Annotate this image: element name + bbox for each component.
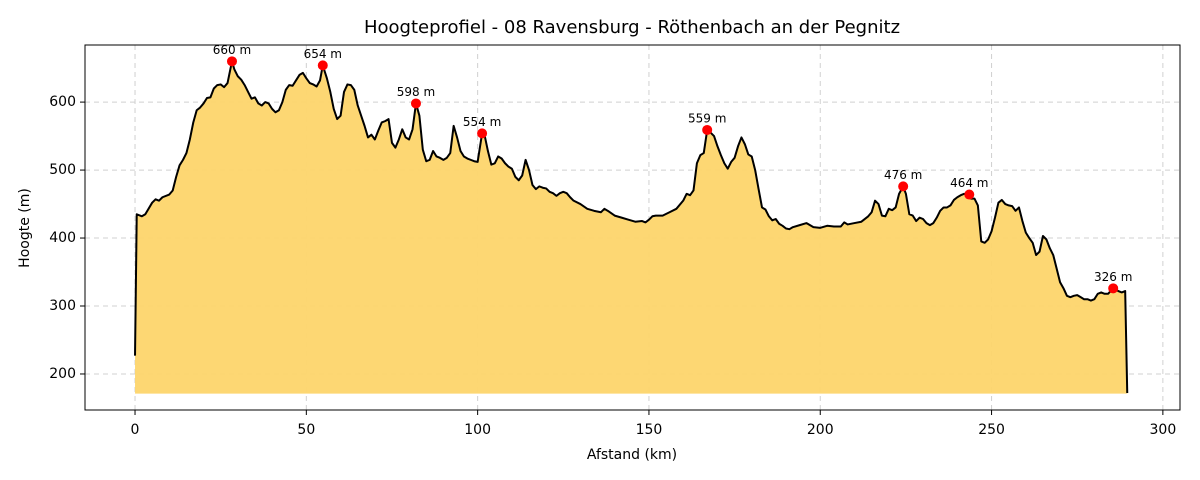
- peak-label: 464 m: [950, 176, 988, 190]
- profile-line: [134, 60, 1129, 394]
- x-tick-label: 300: [1150, 422, 1177, 438]
- y-tick-label: 600: [49, 94, 76, 110]
- peak-label: 654 m: [304, 47, 342, 61]
- peak-label: 598 m: [397, 85, 435, 99]
- peak-marker: [317, 60, 328, 71]
- peak-label: 559 m: [688, 111, 726, 125]
- y-tick-label: 500: [49, 162, 76, 178]
- peak-marker: [964, 189, 975, 200]
- peak-label: 660 m: [213, 43, 251, 57]
- y-tick-label: 300: [49, 298, 76, 314]
- y-tick-label: 200: [49, 366, 76, 382]
- y-tick-label: 400: [49, 230, 76, 246]
- x-tick-label: 100: [464, 422, 491, 438]
- peak-marker: [898, 181, 909, 192]
- peak-label: 554 m: [463, 115, 501, 129]
- x-tick-label: 50: [297, 422, 315, 438]
- peak-marker: [226, 56, 237, 67]
- x-tick-label: 150: [636, 422, 663, 438]
- peak-marker: [702, 124, 713, 135]
- peak-marker: [1108, 283, 1119, 294]
- x-axis-label: Afstand (km): [587, 447, 677, 463]
- x-tick-label: 200: [807, 422, 834, 438]
- chart-title: Hoogteprofiel - 08 Ravensburg - Röthenba…: [364, 17, 900, 38]
- x-tick-label: 250: [978, 422, 1005, 438]
- peak-marker: [477, 128, 488, 139]
- plot-frame: [84, 44, 1181, 411]
- x-tick-label: 0: [131, 422, 140, 438]
- peak-marker: [410, 98, 421, 109]
- peak-label: 476 m: [884, 168, 922, 182]
- peak-label: 326 m: [1094, 270, 1132, 284]
- area-fill: [135, 61, 1128, 394]
- y-axis-label: Hoogte (m): [17, 188, 33, 268]
